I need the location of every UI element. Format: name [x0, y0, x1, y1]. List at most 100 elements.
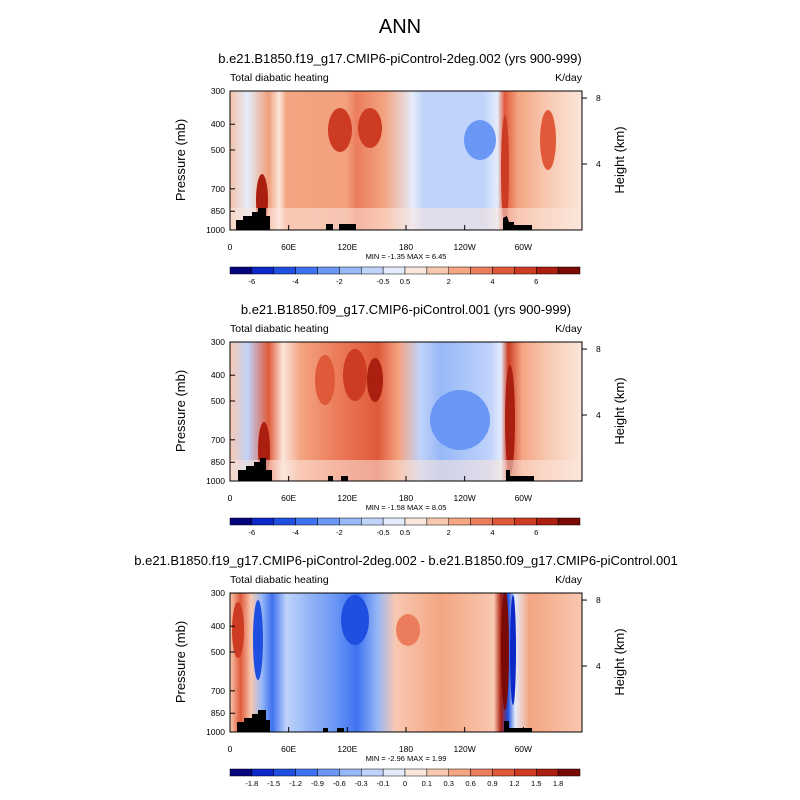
contour-blob	[430, 390, 490, 450]
panel-3-colorbar: -1.8 -1.5 -1.2 -0.9 -0.6 -0.3 -0.1 0 0.1 0.3 0.6 0.…	[229, 768, 581, 788]
colorbar-label: 1.5	[531, 779, 541, 788]
colorbar-swatch	[536, 768, 559, 777]
colorbar-label: 0.6	[465, 779, 475, 788]
x-tick-label: 120W	[454, 493, 476, 503]
colorbar-swatch	[448, 768, 471, 777]
colorbar-label: -0.5	[377, 528, 390, 537]
colorbar-label: -0.1	[377, 779, 390, 788]
y-tick-label: 850	[211, 708, 225, 718]
colorbar-swatch	[361, 517, 384, 526]
y-tick-label: 700	[211, 686, 225, 696]
colorbar-swatch	[448, 266, 471, 275]
colorbar-swatch	[339, 266, 362, 275]
colorbar-swatch	[557, 517, 581, 526]
panel-2-y-ticks: 300 400 500 700 850 1000	[206, 337, 235, 486]
panel-3-title: b.e21.B1850.f19_g17.CMIP6-piControl-2deg…	[134, 553, 677, 568]
colorbar-label: 0	[403, 779, 407, 788]
panel-2-title: b.e21.B1850.f09_g17.CMIP6-piControl.001 …	[241, 302, 571, 317]
contour-blob	[464, 120, 496, 160]
colorbar-swatch	[470, 266, 493, 275]
colorbar-label: 2	[447, 528, 451, 537]
contour-blob	[328, 108, 352, 152]
colorbar-swatch	[295, 768, 318, 777]
y-tick-label: 1000	[206, 727, 225, 737]
colorbar-label: -1.8	[245, 779, 258, 788]
panel-3-x-ticks: 0 60E 120E 180 120W 60W	[228, 727, 532, 754]
colorbar-label: -6	[249, 528, 256, 537]
y-tick-label: 850	[211, 457, 225, 467]
colorbar-swatch	[251, 266, 274, 275]
y2-tick-label: 8	[596, 93, 601, 103]
colorbar-label: 0.1	[422, 779, 432, 788]
colorbar-label: -4	[292, 528, 299, 537]
y-tick-label: 500	[211, 145, 225, 155]
panel-1-y2label: Height (km)	[612, 126, 627, 193]
panel-2-x-ticks: 0 60E 120E 180 120W 60W	[228, 476, 532, 503]
panel-2-colorbar: -6 -4 -2 -0.5 0.5 2 4 6	[229, 517, 581, 537]
colorbar-swatch	[514, 266, 537, 275]
colorbar-swatch	[426, 768, 449, 777]
colorbar-swatch	[514, 768, 537, 777]
x-tick-label: 60E	[281, 493, 296, 503]
x-tick-label: 120W	[454, 744, 476, 754]
y-tick-label: 700	[211, 184, 225, 194]
colorbar-swatch	[514, 517, 537, 526]
panel-1-left-string: Total diabatic heating	[230, 72, 329, 84]
colorbar-label: -1.5	[267, 779, 280, 788]
colorbar-label: 4	[490, 277, 494, 286]
colorbar-label: -0.3	[355, 779, 368, 788]
y2-tick-label: 8	[596, 595, 601, 605]
colorbar-swatch	[492, 768, 515, 777]
panel-3-y2label: Height (km)	[612, 628, 627, 695]
contour-blob	[510, 595, 516, 705]
colorbar-label: 0.3	[444, 779, 454, 788]
colorbar-label: 1.2	[509, 779, 519, 788]
colorbar-label: -0.6	[333, 779, 346, 788]
colorbar-label: 4	[490, 528, 494, 537]
colorbar-swatch	[492, 266, 515, 275]
panel-3-ylabel: Pressure (mb)	[173, 621, 188, 703]
contour-blob	[501, 593, 509, 710]
contour-blob	[232, 602, 244, 658]
panel-3-y2-ticks: 84	[582, 595, 601, 671]
colorbar-swatch	[536, 517, 559, 526]
x-tick-label: 180	[399, 493, 413, 503]
panel-2-stats: MIN = -1.58 MAX = 8.05	[366, 503, 447, 512]
colorbar-label: 2	[447, 277, 451, 286]
colorbar-swatch	[470, 768, 493, 777]
panel-3-right-string: K/day	[555, 574, 583, 586]
colorbar-swatch	[317, 266, 340, 275]
colorbar-swatch	[470, 517, 493, 526]
panel-1-y2-ticks: 84	[582, 93, 601, 169]
colorbar-label: -2	[336, 528, 343, 537]
contour-blob	[540, 110, 556, 170]
contour-blob	[367, 358, 383, 402]
contour-blob	[253, 600, 263, 680]
colorbar-swatch	[251, 768, 274, 777]
panel-1-contour-field	[230, 91, 582, 230]
x-tick-label: 0	[228, 744, 233, 754]
colorbar-label: 0.9	[487, 779, 497, 788]
panel-3: b.e21.B1850.f19_g17.CMIP6-piControl-2deg…	[134, 553, 677, 788]
y-tick-label: 300	[211, 86, 225, 96]
panel-3-stats: MIN = -2.96 MAX = 1.99	[366, 754, 447, 763]
colorbar-label: 0.5	[400, 277, 410, 286]
colorbar-label: -4	[292, 277, 299, 286]
colorbar-swatch	[492, 517, 515, 526]
x-tick-label: 120W	[454, 242, 476, 252]
y-tick-label: 700	[211, 435, 225, 445]
colorbar-swatch	[426, 266, 449, 275]
panel-2-left-string: Total diabatic heating	[230, 323, 329, 335]
panel-2: b.e21.B1850.f09_g17.CMIP6-piControl.001 …	[173, 302, 627, 537]
contour-blob	[505, 365, 515, 475]
contour-blob	[315, 355, 335, 405]
colorbar-label: 1.8	[553, 779, 563, 788]
y2-tick-label: 8	[596, 344, 601, 354]
colorbar-swatch	[317, 517, 340, 526]
y-tick-label: 500	[211, 396, 225, 406]
y2-tick-label: 4	[596, 410, 601, 420]
y2-tick-label: 4	[596, 159, 601, 169]
panel-3-y-ticks: 300 400 500 700 850 1000	[206, 588, 235, 737]
panel-2-right-string: K/day	[555, 323, 583, 335]
